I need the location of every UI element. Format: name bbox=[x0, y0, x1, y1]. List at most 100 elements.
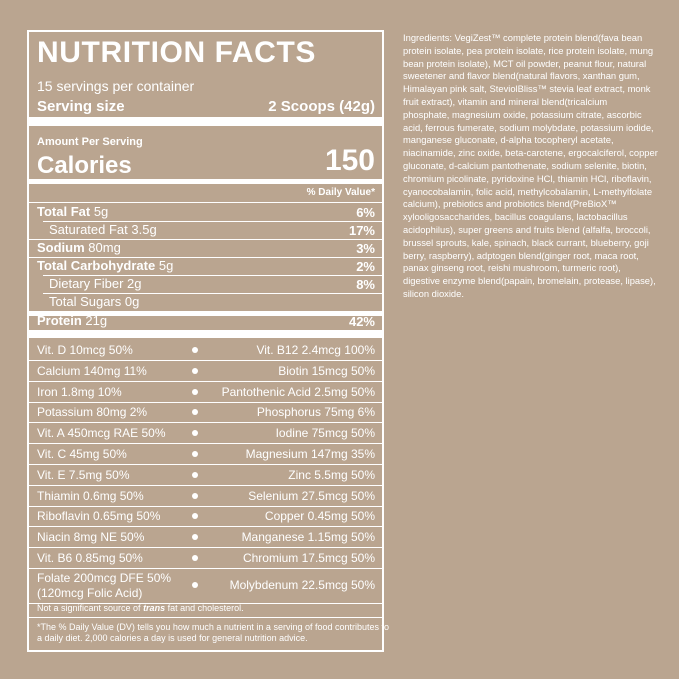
trans-note-part: trans bbox=[143, 603, 166, 613]
vitamin-right: Biotin 15mcg 50% bbox=[278, 363, 375, 378]
ingredients-line: brussel sprouts, kale, spinach, black cu… bbox=[403, 236, 649, 248]
nutrient-name: Total Fat bbox=[37, 204, 91, 219]
rule bbox=[29, 360, 382, 361]
vitamin-right: Vit. B12 2.4mcg 100% bbox=[256, 343, 375, 357]
bullet bbox=[192, 430, 198, 437]
rule bbox=[29, 547, 382, 549]
vitamin-left: Iron 1.8mg 10% bbox=[37, 384, 122, 399]
ingredients-line: manganese gluconate, d-alpha tocopheryl … bbox=[403, 134, 614, 146]
rule bbox=[29, 202, 382, 203]
rule bbox=[43, 221, 382, 222]
vitamin-left: Potassium 80mg 2% bbox=[37, 405, 148, 420]
nutrient-row: Total Sugars 0g bbox=[49, 295, 139, 308]
ingredients-line: silicon dioxide. bbox=[403, 288, 464, 299]
vitamin-right: Molybdenum 22.5mcg 50% bbox=[229, 577, 375, 592]
trans-note-part: fat and cholesterol. bbox=[165, 603, 244, 613]
rule bbox=[29, 526, 382, 528]
ingredients-line: acidophilus), super greens and fruits bl… bbox=[403, 224, 651, 235]
trans-note-part: Not a significant source of bbox=[37, 603, 144, 613]
vitamin-right: Copper 0.45mg 50% bbox=[264, 509, 375, 524]
ingredients-line: chromium picolinate, pyridoxine HCl, thi… bbox=[403, 172, 652, 184]
nutrient-amount: 5g bbox=[158, 258, 174, 273]
nutrient-amount: 2g bbox=[127, 276, 142, 291]
rule bbox=[29, 484, 382, 486]
title: NUTRITION FACTS bbox=[37, 36, 316, 69]
calories-value: 150 bbox=[324, 144, 375, 177]
nutrient-row: Total Fat 5g bbox=[37, 205, 108, 218]
vitamin-left: Vit. E 7.5mg 50% bbox=[37, 467, 130, 482]
rule bbox=[43, 293, 382, 294]
ingredients-line: digestive enzyme blend(papain, bromelain… bbox=[403, 275, 656, 287]
ingredients-line: Himalayan pink salt, SteviolBliss™ stevi… bbox=[403, 83, 651, 95]
rule bbox=[43, 275, 382, 276]
nutrient-name: Dietary Fiber bbox=[49, 276, 124, 291]
rule bbox=[29, 179, 382, 184]
rule bbox=[29, 330, 382, 338]
ingredients-line: cyanocobalamin, folic acid, methylcobala… bbox=[403, 185, 653, 197]
ingredients-line: protein isolate, pea protein isolate, ri… bbox=[403, 44, 654, 56]
ingredients-line: phosphate, magnesium oxide, potassium ci… bbox=[403, 108, 642, 120]
vitamin-left: Niacin 8mg NE 50% bbox=[37, 530, 145, 545]
nutrient-dv: 2% bbox=[356, 258, 375, 274]
nutrient-amount: 0g bbox=[124, 294, 140, 309]
rule bbox=[29, 380, 382, 382]
nutrition-label bbox=[27, 30, 384, 652]
calories-label: Calories bbox=[37, 152, 132, 179]
ingredients-line: panax ginseng root, reishi mushroom, tur… bbox=[403, 262, 621, 274]
nutrient-row: Protein 21g bbox=[37, 314, 107, 327]
rule bbox=[29, 603, 382, 604]
vitamin-left: Vit. C 45mg 50% bbox=[37, 447, 127, 461]
ingredients-line: acid, ferrous fumerate, sodium molybdate… bbox=[403, 121, 654, 133]
ingredients-line: xylooligosaccharides, bacillus coagulans… bbox=[403, 211, 628, 223]
rule bbox=[29, 617, 382, 618]
nutrient-name: Saturated Fat bbox=[49, 222, 128, 237]
bullet bbox=[192, 347, 198, 353]
nutrient-row: Saturated Fat 3.5g bbox=[49, 223, 157, 236]
bullet bbox=[192, 581, 198, 588]
ingredients-line: niacinamide, zinc oxide, beta-carotene, … bbox=[403, 147, 658, 159]
vitamin-left: Folate 200mcg DFE 50% (120mcg Folic Acid… bbox=[37, 570, 172, 600]
nutrient-dv: 17% bbox=[348, 222, 375, 238]
servings: 15 servings per container bbox=[37, 78, 195, 94]
serving-size-value: 2 Scoops (42g) bbox=[268, 97, 375, 115]
vitamin-left: Calcium 140mg 11% bbox=[37, 363, 147, 378]
bullet bbox=[192, 513, 198, 520]
nutrient-name: Total Carbohydrate bbox=[37, 258, 156, 273]
ingredients-line: Ingredients: VegiZest™ complete protein … bbox=[403, 32, 643, 43]
ingredients-line: fruit extract), vitamin and mineral blen… bbox=[403, 96, 608, 107]
vitamin-right: Magnesium 147mg 35% bbox=[245, 447, 375, 461]
trans-note: Not a significant source of trans fat an… bbox=[37, 604, 244, 613]
vitamin-right: Pantothenic Acid 2.5mg 50% bbox=[221, 384, 375, 399]
nutrient-dv: 3% bbox=[356, 240, 375, 256]
vitamin-left: Riboflavin 0.65mg 50% bbox=[37, 509, 161, 524]
bullet bbox=[192, 388, 198, 395]
ingredients-line: berry, raspberry), adptogen blend(ginger… bbox=[403, 249, 639, 261]
bullet bbox=[192, 367, 198, 374]
dv-header: % Daily Value* bbox=[306, 187, 375, 198]
nutrient-row: Total Carbohydrate 5g bbox=[37, 259, 173, 272]
rule bbox=[29, 239, 382, 240]
ingredients-line: calcium), prebiotics and probiotics blen… bbox=[403, 198, 617, 210]
vitamin-right: Zinc 5.5mg 50% bbox=[288, 467, 375, 482]
nutrient-name: Protein bbox=[37, 313, 82, 328]
bullet bbox=[192, 555, 198, 561]
ingredients-line: gluconate, d-calcium pantothenate, sodiu… bbox=[403, 160, 647, 171]
serving-size-label: Serving size bbox=[37, 97, 125, 115]
bullet bbox=[192, 451, 198, 457]
ingredients-line: bean protein isolate), MCT oil powder, p… bbox=[403, 57, 647, 69]
rule bbox=[29, 422, 382, 424]
nutrient-amount: 5g bbox=[93, 204, 109, 219]
amount-per-serving: Amount Per Serving bbox=[37, 135, 143, 148]
dv-note: *The % Daily Value (DV) tells you how mu… bbox=[37, 622, 390, 632]
ingredients-line: sweetener and flavor blend(natural flavo… bbox=[403, 70, 640, 82]
rule bbox=[29, 443, 382, 445]
nutrient-dv: 6% bbox=[356, 204, 375, 220]
rule bbox=[29, 311, 382, 316]
nutrient-amount: 21g bbox=[85, 313, 108, 328]
nutrient-dv: 42% bbox=[348, 313, 375, 329]
rule bbox=[29, 568, 382, 569]
bullet bbox=[192, 534, 198, 541]
bullet bbox=[192, 471, 198, 478]
dv-note: a daily diet. 2,000 calories a day is us… bbox=[37, 633, 308, 643]
